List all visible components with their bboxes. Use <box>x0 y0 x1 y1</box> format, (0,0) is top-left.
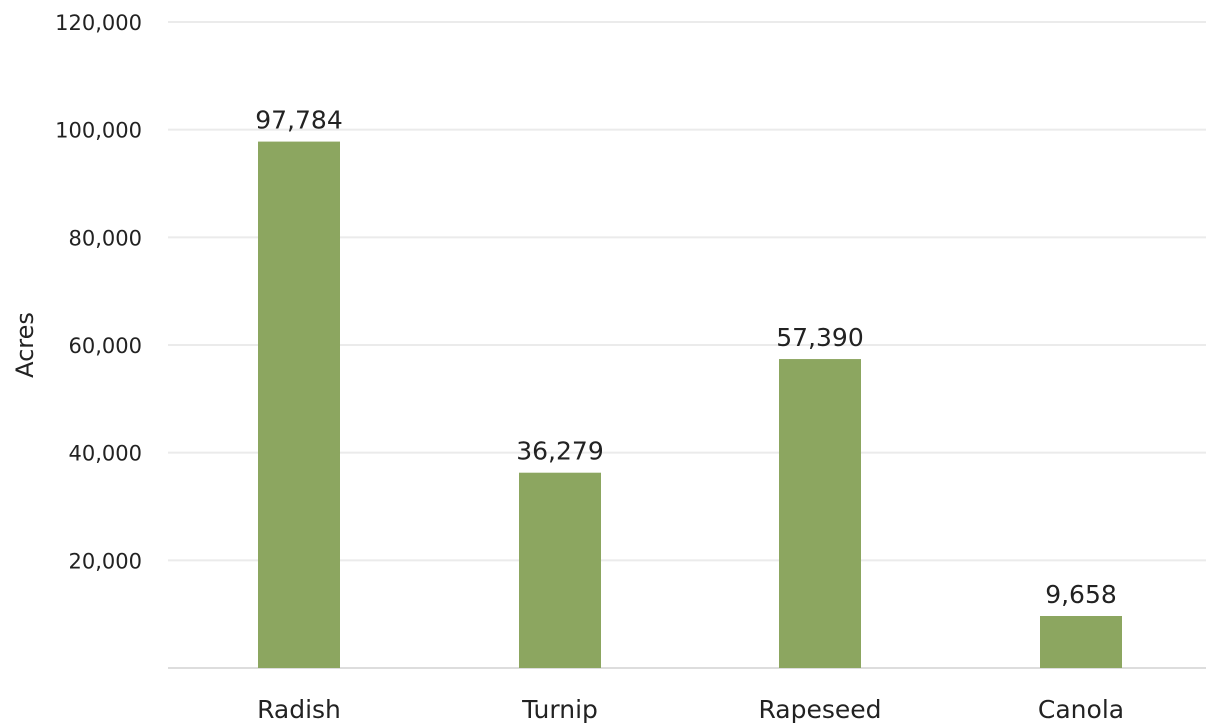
y-tick-label: 20,000 <box>69 549 142 573</box>
x-category-label: Radish <box>257 695 341 724</box>
bar-turnip <box>519 472 601 668</box>
y-tick-label: 120,000 <box>55 11 142 35</box>
x-axis-category-labels: Radish Turnip Rapeseed Canola <box>257 695 1124 724</box>
grid-lines <box>168 21 1206 562</box>
bar-value-label: 97,784 <box>255 106 342 135</box>
y-axis-tick-labels: 20,000 40,000 60,000 80,000 100,000 120,000 <box>55 11 142 573</box>
bar-value-label: 36,279 <box>516 437 603 466</box>
bar-value-label: 9,658 <box>1045 580 1117 609</box>
x-category-label: Turnip <box>521 695 598 724</box>
y-tick-label: 80,000 <box>69 226 142 250</box>
bar-rapeseed <box>779 359 861 668</box>
y-axis-title: Acres <box>11 312 39 378</box>
bar-value-labels: 97,784 36,279 57,390 9,658 <box>255 106 1117 609</box>
bar-radish <box>258 141 340 668</box>
y-tick-label: 100,000 <box>55 119 142 143</box>
bar-canola <box>1040 616 1122 668</box>
bars <box>258 141 1122 668</box>
x-category-label: Canola <box>1038 695 1124 724</box>
y-tick-label: 40,000 <box>69 442 142 466</box>
bar-value-label: 57,390 <box>776 323 863 352</box>
y-tick-label: 60,000 <box>69 334 142 358</box>
x-category-label: Rapeseed <box>758 695 881 724</box>
